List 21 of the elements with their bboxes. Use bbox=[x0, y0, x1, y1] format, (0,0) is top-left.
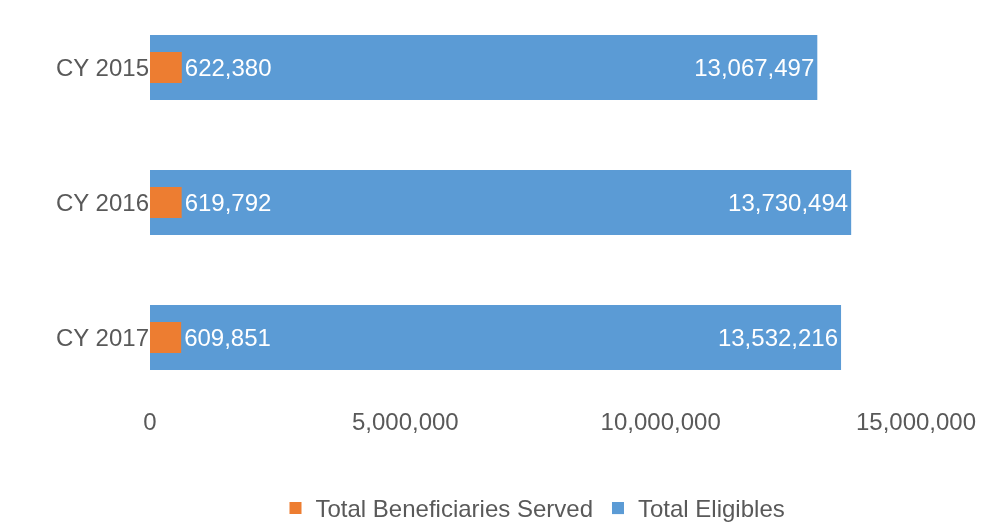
y-tick-label: CY 2016 bbox=[56, 188, 149, 216]
data-label: 609,851 bbox=[184, 324, 271, 352]
bar bbox=[150, 186, 182, 219]
data-label: 622,380 bbox=[184, 54, 272, 81]
x-tick-label: 5,000,000 bbox=[351, 408, 459, 435]
x-tick-label: 10,000,000 bbox=[600, 408, 721, 435]
legend-label: Total Eligibles bbox=[637, 495, 785, 523]
data-label: 13,532,216 bbox=[717, 324, 839, 351]
x-tick-label: 15,000,000 bbox=[855, 408, 977, 435]
x-tick-label: 0 bbox=[143, 408, 157, 435]
bar bbox=[150, 321, 182, 354]
y-tick-label: CY 2017 bbox=[56, 323, 149, 351]
bar bbox=[150, 51, 182, 84]
data-label: 13,730,494 bbox=[728, 189, 849, 216]
bar bbox=[150, 35, 818, 100]
y-tick-label: CY 2015 bbox=[56, 53, 149, 81]
legend-label: Total Beneficiaries Served bbox=[315, 495, 593, 523]
data-label: 13,067,497 bbox=[694, 54, 815, 81]
bar bbox=[150, 170, 852, 235]
bar bbox=[150, 305, 842, 370]
data-label: 619,792 bbox=[184, 189, 272, 217]
